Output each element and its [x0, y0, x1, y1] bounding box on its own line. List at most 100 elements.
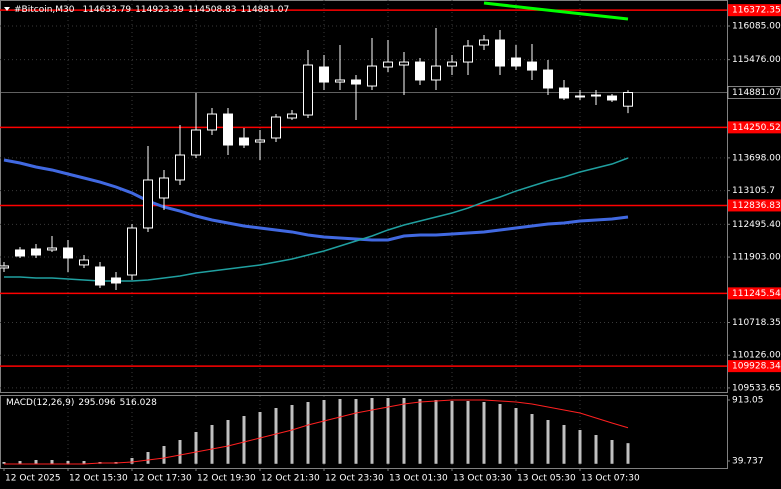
macd-bar [354, 398, 358, 464]
candle-body [111, 277, 121, 284]
y-tick-label: 115476.00 [732, 55, 781, 65]
candle-body [511, 57, 521, 67]
macd-bar [514, 408, 518, 464]
macd-bar [578, 429, 582, 464]
candle-body [575, 95, 585, 98]
macd-bar [162, 445, 166, 464]
candle-body [415, 61, 425, 81]
level-label: 114250.52 [732, 123, 781, 133]
candle-body [79, 259, 89, 266]
level-tag [728, 4, 781, 17]
candle-body [159, 177, 169, 199]
candle-body [319, 66, 329, 83]
macd-bar [50, 459, 54, 464]
level-label: 112836.83 [732, 201, 781, 211]
macd-header: MACD(12,26,9) 295.096 516.028 [6, 398, 157, 408]
candle-body [431, 65, 441, 81]
macd-signal [4, 399, 629, 465]
candle-body [255, 139, 265, 143]
macd-panel-frame [0, 395, 728, 469]
macd-bar [322, 399, 326, 464]
signal-value: 516.028 [120, 398, 157, 408]
candle-body [463, 45, 473, 63]
current-price-tag [727, 86, 781, 99]
macd-bar [306, 402, 310, 464]
high-value: 114923.39 [135, 5, 184, 15]
close-value: 114881.07 [241, 5, 290, 15]
candle-body [591, 94, 601, 97]
candle-body [31, 248, 41, 256]
y-tick-label: 110718.35 [732, 318, 781, 328]
x-tick-label: 12 Oct 15:30 [69, 474, 128, 484]
chart-header: #Bitcoin,M30 114633.79 114923.39 114508.83 1… [14, 5, 289, 15]
macd-bar [194, 431, 198, 464]
macd-bar [18, 461, 22, 464]
y-tick-label: 110126.00 [732, 351, 781, 361]
macd-bar [450, 400, 454, 464]
candle-body [207, 113, 217, 131]
macd-value: 295.096 [78, 398, 115, 408]
candle-body [527, 61, 537, 71]
candle-body [383, 61, 393, 68]
candle-body [0, 265, 9, 269]
x-tick-label: 12 Oct 17:30 [133, 474, 192, 484]
candle-body [607, 95, 617, 101]
candle-body [479, 39, 489, 46]
level-tag [728, 360, 781, 373]
price-panel-frame [0, 0, 728, 393]
macd-bar [34, 459, 38, 464]
macd-bar [2, 462, 6, 464]
macd-bar [562, 424, 566, 464]
candle-body [63, 247, 73, 259]
candle-body [623, 92, 633, 107]
candle-body [239, 137, 249, 146]
candle-body [95, 266, 105, 286]
macd-bar [626, 443, 630, 464]
level-label: 111245.54 [732, 289, 781, 299]
macd-bar [290, 404, 294, 464]
macd-bar [130, 457, 134, 464]
candle-body [303, 64, 313, 116]
macd-bar [482, 402, 486, 464]
macd-bar [370, 397, 374, 464]
x-tick-label: 12 Oct 2025 [5, 474, 61, 484]
macd-bar [546, 420, 550, 464]
candle-body [495, 39, 505, 67]
macd-bar [242, 415, 246, 464]
candle-body [367, 65, 377, 87]
trend-line [483, 1, 629, 21]
x-tick-label: 13 Oct 07:30 [581, 474, 640, 484]
macd-bar [402, 397, 406, 464]
candle-body [143, 179, 153, 229]
candle-body [175, 154, 185, 181]
x-tick-label: 13 Oct 05:30 [517, 474, 576, 484]
moving-average [4, 157, 629, 282]
current-price-label: 114881.07 [732, 88, 781, 98]
candle-body [447, 61, 457, 67]
macd-tick-label: 39.737 [732, 456, 764, 466]
candle-body [127, 227, 137, 276]
macd-bar [178, 439, 182, 464]
candle-body [271, 116, 281, 139]
moving-average [3, 158, 629, 242]
macd-bar [82, 461, 86, 464]
candle-body [335, 79, 345, 83]
y-tick-label: 112495.40 [732, 220, 781, 230]
macd-tick-label: 913.05 [732, 395, 764, 405]
macd-bar [466, 400, 470, 464]
macd-bar [274, 408, 278, 464]
macd-bar [226, 420, 230, 464]
macd-label: MACD(12,26,9) [6, 398, 74, 408]
y-tick-label: 109533.65 [732, 383, 781, 393]
y-tick-label: 113105.7 [732, 186, 775, 196]
symbol: #Bitcoin,M30 [14, 5, 75, 15]
x-tick-label: 13 Oct 01:30 [389, 474, 448, 484]
candle-body [223, 113, 233, 146]
macd-bar [418, 398, 422, 464]
macd-bar [530, 414, 534, 464]
candle-body [47, 247, 57, 251]
candle-body [559, 87, 569, 99]
